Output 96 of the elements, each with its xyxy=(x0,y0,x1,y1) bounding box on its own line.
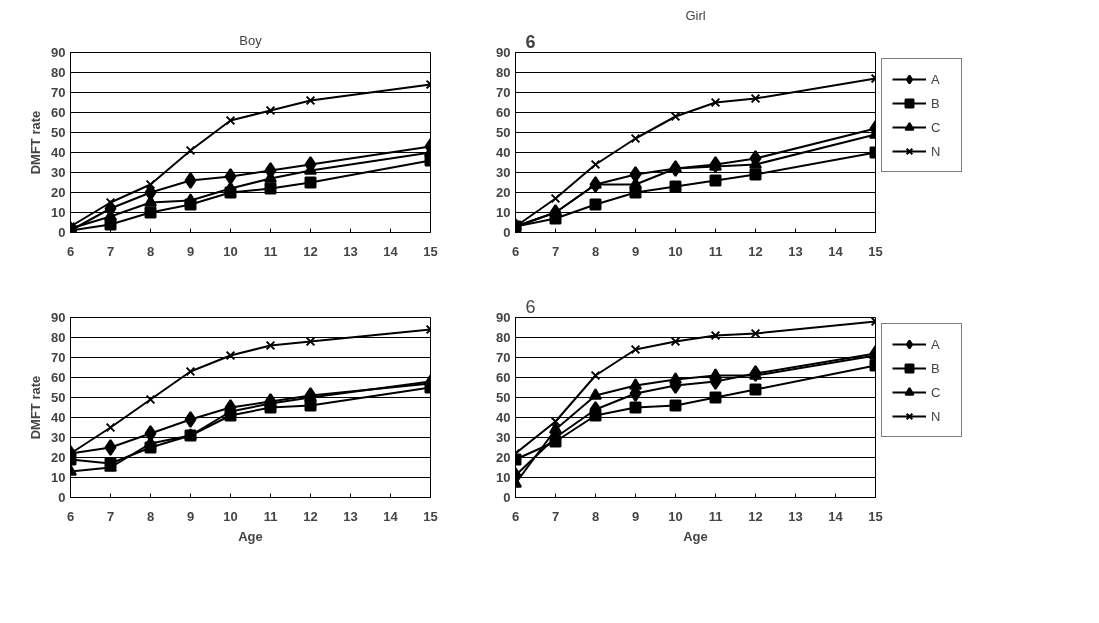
y-tick-label: 40 xyxy=(496,410,511,425)
x-tick-label: 9 xyxy=(631,243,640,259)
y-tick-label: 80 xyxy=(496,330,511,345)
text: 6 xyxy=(525,31,536,52)
x-tick-label: 11 xyxy=(263,508,278,524)
y-tick-label: 70 xyxy=(51,350,66,365)
x-tick-label: 6 xyxy=(66,508,75,524)
legend-label: B xyxy=(931,95,941,111)
y-tick-label: 80 xyxy=(496,65,511,80)
x-tick-label: 13 xyxy=(343,243,358,259)
y-tick-label: 90 xyxy=(496,310,511,325)
y-tick-label: 30 xyxy=(51,430,66,445)
y-tick-label: 10 xyxy=(51,205,66,220)
y-tick-label: 50 xyxy=(496,390,511,405)
x-tick-label: 7 xyxy=(551,243,560,259)
x-tick-label: 10 xyxy=(223,508,238,524)
y-tick-label: 60 xyxy=(51,370,66,385)
y-axis-title: DMFT rate xyxy=(28,375,44,440)
legend-label: N xyxy=(931,408,942,424)
x-tick-label: 15 xyxy=(868,243,883,259)
y-tick-label: 60 xyxy=(496,105,511,120)
y-tick-label: 90 xyxy=(51,310,66,325)
y-tick-label: 40 xyxy=(51,145,66,160)
x-tick-label: 10 xyxy=(668,243,683,259)
x-tick-label: 12 xyxy=(748,508,763,524)
y-tick-label: 20 xyxy=(496,450,511,465)
x-tick-label: 10 xyxy=(668,508,683,524)
x-tick-label: 7 xyxy=(551,508,560,524)
y-tick-label: 60 xyxy=(51,105,66,120)
y-tick-label: 70 xyxy=(496,350,511,365)
text: 6 xyxy=(525,296,536,317)
x-tick-label: 14 xyxy=(383,508,399,524)
y-tick-label: 70 xyxy=(51,85,66,100)
y-tick-label: 60 xyxy=(496,370,511,385)
x-tick-label: 15 xyxy=(868,508,883,524)
x-tick-label: 10 xyxy=(223,243,238,259)
y-tick-label: 20 xyxy=(496,185,511,200)
x-tick-label: 13 xyxy=(788,508,803,524)
x-tick-label: 9 xyxy=(186,508,195,524)
y-tick-label: 90 xyxy=(51,45,66,60)
y-tick-label: 70 xyxy=(496,85,511,100)
y-tick-label: 10 xyxy=(51,470,66,485)
x-tick-label: 14 xyxy=(828,508,844,524)
x-tick-label: 9 xyxy=(631,508,640,524)
x-tick-label: 12 xyxy=(303,243,318,259)
x-tick-label: 8 xyxy=(591,508,600,524)
x-tick-label: 6 xyxy=(511,508,520,524)
y-tick-label: 10 xyxy=(496,470,511,485)
x-tick-label: 6 xyxy=(511,243,520,259)
y-tick-label: 40 xyxy=(51,410,66,425)
legend-label: B xyxy=(931,360,941,376)
x-tick-label: 11 xyxy=(263,243,278,259)
x-tick-label: 12 xyxy=(748,243,763,259)
y-axis-title: DMFT rate xyxy=(28,110,44,175)
x-tick-label: 7 xyxy=(106,508,115,524)
y-tick-label: 0 xyxy=(503,225,511,240)
x-axis-title: Age xyxy=(238,528,263,544)
y-tick-label: 50 xyxy=(51,390,66,405)
legend-label: C xyxy=(931,119,942,135)
x-tick-label: 15 xyxy=(423,243,438,259)
y-tick-label: 40 xyxy=(496,145,511,160)
y-tick-label: 80 xyxy=(51,330,66,345)
x-tick-label: 14 xyxy=(383,243,399,259)
y-tick-label: 20 xyxy=(51,185,66,200)
y-tick-label: 0 xyxy=(503,490,511,505)
y-tick-label: 90 xyxy=(496,45,511,60)
x-tick-label: 6 xyxy=(66,243,75,259)
x-tick-label: 13 xyxy=(788,243,803,259)
x-tick-label: 8 xyxy=(146,508,155,524)
y-tick-label: 30 xyxy=(51,165,66,180)
y-tick-label: 30 xyxy=(496,430,511,445)
legend-label: A xyxy=(931,336,941,352)
x-tick-label: 8 xyxy=(146,243,155,259)
y-tick-label: 30 xyxy=(496,165,511,180)
x-tick-label: 15 xyxy=(423,508,438,524)
x-tick-label: 13 xyxy=(343,508,358,524)
y-tick-label: 0 xyxy=(58,490,66,505)
y-tick-label: 10 xyxy=(496,205,511,220)
y-tick-label: 0 xyxy=(58,225,66,240)
x-tick-label: 12 xyxy=(303,508,318,524)
x-tick-label: 14 xyxy=(828,243,844,259)
x-axis-title: Age xyxy=(683,528,708,544)
legend-label: N xyxy=(931,143,942,159)
legend-label: C xyxy=(931,384,942,400)
chart-title: Boy xyxy=(239,32,263,48)
x-tick-label: 9 xyxy=(186,243,195,259)
legend-label: A xyxy=(931,71,941,87)
y-tick-label: 20 xyxy=(51,450,66,465)
x-tick-label: 7 xyxy=(106,243,115,259)
chart-title: Girl xyxy=(685,7,706,23)
y-tick-label: 80 xyxy=(51,65,66,80)
y-tick-label: 50 xyxy=(51,125,66,140)
x-tick-label: 8 xyxy=(591,243,600,259)
y-tick-label: 50 xyxy=(496,125,511,140)
x-tick-label: 11 xyxy=(708,508,723,524)
x-tick-label: 11 xyxy=(708,243,723,259)
